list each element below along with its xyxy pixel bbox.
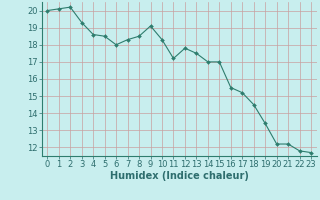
X-axis label: Humidex (Indice chaleur): Humidex (Indice chaleur) [110, 171, 249, 181]
